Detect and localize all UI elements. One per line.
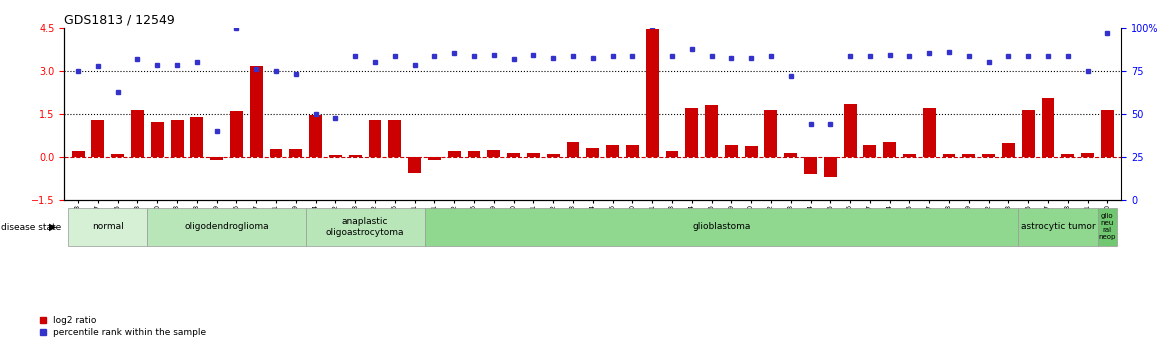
Bar (982, 154, 995, 157)
Bar (369, 120, 382, 157)
Bar (804, 157, 816, 174)
Bar (349, 155, 362, 157)
Bar (863, 145, 876, 157)
Bar (270, 149, 283, 157)
Bar (566, 142, 579, 157)
Bar (68, 208, 147, 246)
Bar (686, 108, 698, 157)
Bar (467, 151, 480, 157)
Bar (131, 110, 144, 157)
Text: glio
neu
ral
neop: glio neu ral neop (1099, 213, 1117, 240)
Bar (1018, 208, 1098, 246)
Text: glioblastoma: glioblastoma (693, 222, 751, 231)
Bar (424, 208, 1018, 246)
Bar (606, 145, 619, 157)
Bar (646, 29, 659, 157)
Bar (666, 151, 679, 157)
Bar (1022, 110, 1035, 157)
Bar (507, 152, 520, 157)
Bar (765, 110, 778, 157)
Bar (1042, 98, 1055, 157)
Bar (250, 66, 263, 157)
Bar (962, 154, 975, 157)
Bar (745, 146, 758, 157)
Bar (626, 145, 639, 157)
Bar (843, 104, 856, 157)
Bar (290, 149, 303, 157)
Bar (725, 146, 738, 157)
Bar (147, 208, 306, 246)
Bar (1062, 154, 1075, 157)
Bar (547, 154, 559, 157)
Text: normal: normal (92, 222, 124, 231)
Bar (903, 154, 916, 157)
Bar (586, 148, 599, 157)
Bar (310, 115, 322, 157)
Bar (527, 152, 540, 157)
Text: anaplastic
oligoastrocytoma: anaplastic oligoastrocytoma (326, 217, 404, 237)
Bar (190, 117, 203, 157)
Bar (71, 151, 84, 157)
Bar (389, 120, 402, 157)
Bar (427, 157, 440, 160)
Bar (329, 155, 342, 157)
Text: oligodendroglioma: oligodendroglioma (185, 222, 269, 231)
Text: GDS1813 / 12549: GDS1813 / 12549 (64, 13, 175, 27)
Bar (1082, 152, 1094, 157)
Legend: log2 ratio, percentile rank within the sample: log2 ratio, percentile rank within the s… (40, 316, 207, 337)
Bar (210, 157, 223, 160)
Bar (487, 150, 500, 157)
Bar (408, 157, 420, 173)
Bar (1101, 110, 1114, 157)
Bar (883, 142, 896, 157)
Text: disease state: disease state (1, 223, 62, 231)
Text: astrocytic tumor: astrocytic tumor (1021, 222, 1096, 231)
Bar (923, 108, 936, 157)
Text: ▶: ▶ (49, 222, 56, 232)
Bar (1002, 142, 1015, 157)
Bar (151, 122, 164, 157)
Bar (111, 154, 124, 157)
Bar (447, 151, 460, 157)
Bar (784, 152, 797, 157)
Bar (306, 208, 424, 246)
Bar (705, 105, 718, 157)
Bar (91, 120, 104, 157)
Bar (823, 157, 836, 177)
Bar (1098, 208, 1118, 246)
Bar (171, 120, 183, 157)
Bar (943, 154, 955, 157)
Bar (230, 111, 243, 157)
